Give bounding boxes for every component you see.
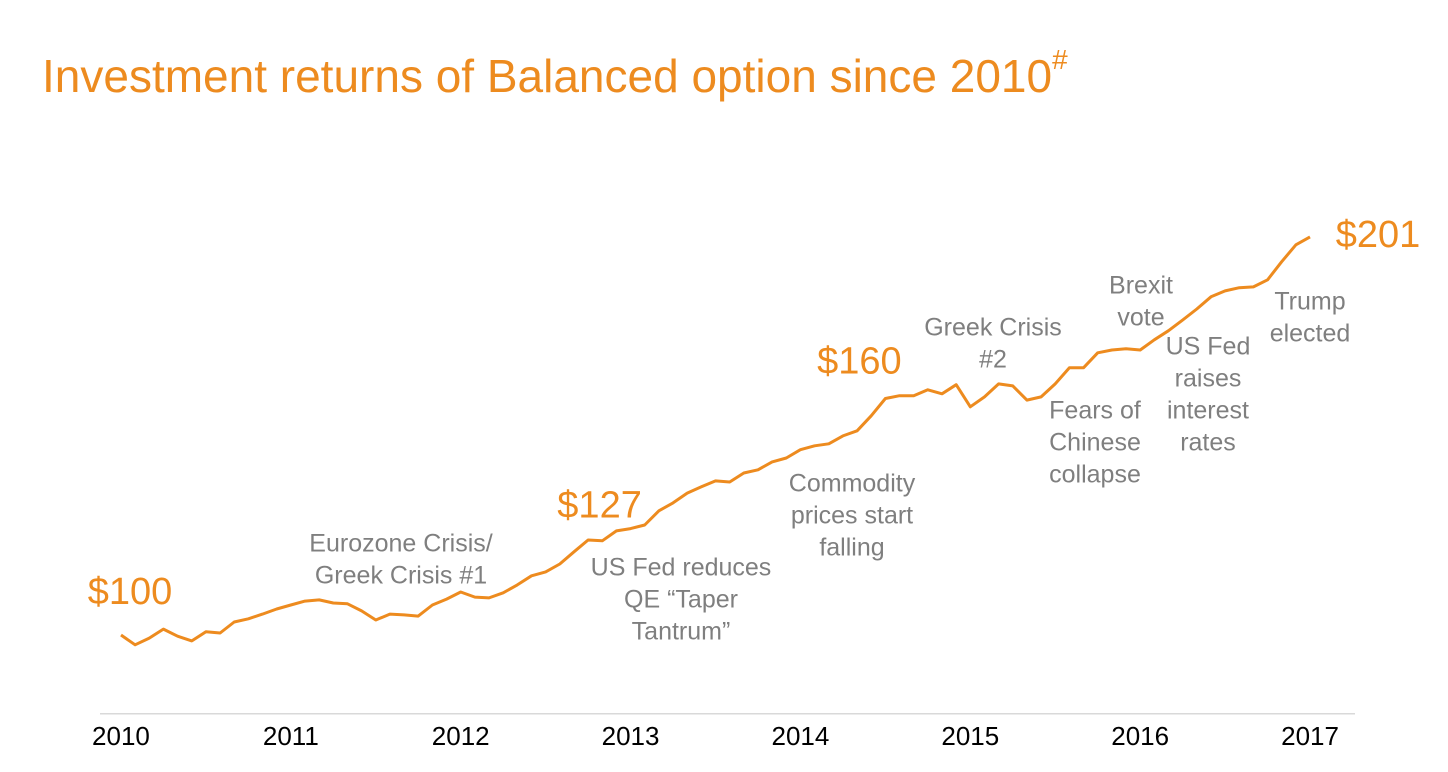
series-line <box>120 235 1311 647</box>
title-text: Investment returns of Balanced option si… <box>42 50 1052 102</box>
annotation-line: Greek Crisis #1 <box>315 562 487 590</box>
annotation-line: Greek Crisis <box>924 314 1062 342</box>
annotation-line: US Fed <box>1166 333 1251 361</box>
annotation-line: Chinese <box>1049 429 1141 457</box>
annotation: US Fed raises interest rates <box>1166 333 1251 457</box>
x-tick-label: 2010 <box>92 721 150 751</box>
annotation-line: rates <box>1180 429 1236 457</box>
annotation: Greek Crisis #2 <box>924 314 1062 374</box>
annotation-line: #2 <box>979 346 1007 374</box>
x-tick-label: 2015 <box>941 721 999 751</box>
title-mark: # <box>1052 44 1068 75</box>
annotation-line: Trump <box>1274 288 1345 316</box>
value-label: $160 <box>817 341 902 383</box>
annotation: US Fed reduces QE “Taper Tantrum” <box>591 554 772 646</box>
x-tick-label: 2017 <box>1281 721 1339 751</box>
annotation-line: interest <box>1167 397 1249 425</box>
x-tick-label: 2014 <box>772 721 830 751</box>
annotation-line: elected <box>1270 320 1351 348</box>
value-label: $201 <box>1336 214 1421 256</box>
value-label: $100 <box>88 571 173 613</box>
annotation-line: Fears of <box>1049 397 1141 425</box>
annotation-line: Commodity <box>789 470 916 498</box>
chart-title: Investment returns of Balanced option si… <box>42 44 1068 102</box>
annotation-line: collapse <box>1049 461 1141 489</box>
annotation-line: Tantrum” <box>632 618 731 646</box>
annotation-line: raises <box>1175 365 1242 393</box>
x-tick-label: 2013 <box>602 721 660 751</box>
annotation-line: Brexit <box>1109 272 1173 300</box>
value-label: $127 <box>557 485 642 527</box>
annotation: Fears of Chinese collapse <box>1049 397 1141 489</box>
x-tick-label: 2011 <box>263 721 319 751</box>
annotation-line: prices start <box>791 502 913 530</box>
annotation: Commodity prices start falling <box>789 470 916 562</box>
annotation: Brexit vote <box>1109 272 1173 332</box>
x-tick-label: 2016 <box>1111 721 1169 751</box>
annotation-line: Eurozone Crisis/ <box>309 530 492 558</box>
annotation-line: US Fed reduces <box>591 554 772 582</box>
annotation: Eurozone Crisis/Greek Crisis #1 <box>309 530 492 590</box>
annotation-line: falling <box>819 534 884 562</box>
annotation: Trump elected <box>1270 288 1351 348</box>
annotation-line: QE “Taper <box>624 586 738 614</box>
x-tick-label: 2012 <box>432 721 490 751</box>
annotation-line: vote <box>1117 304 1164 332</box>
